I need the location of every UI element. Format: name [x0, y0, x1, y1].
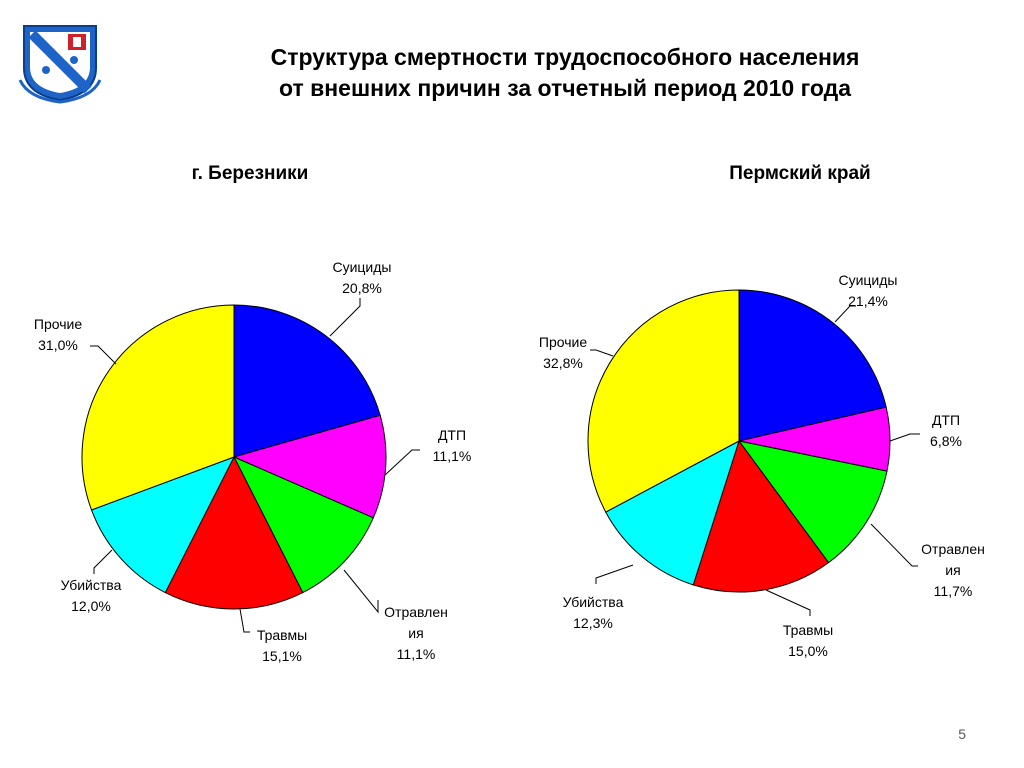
slice-value-label: 15,1%	[262, 648, 302, 664]
slice-label: Отравлен ия 11,7%	[921, 541, 985, 599]
pie-slice-road-accidents	[232, 414, 387, 519]
leader-line	[590, 349, 614, 357]
pie-slice-other	[81, 304, 235, 511]
slice-label: Прочие 31,0%	[34, 316, 82, 353]
pie-slice-suicides	[233, 304, 381, 458]
leader-line	[343, 569, 379, 614]
leader-line	[384, 449, 420, 476]
coat-of-arms-logo	[18, 25, 102, 104]
leader-line	[90, 345, 117, 365]
leader-line	[889, 433, 920, 442]
slice-category-label: ия	[945, 562, 960, 578]
leader-line	[834, 305, 856, 323]
slice-label: Суициды 20,8%	[332, 259, 391, 296]
slice-category-label: Отравлен	[384, 604, 448, 620]
slice-label: Травмы 15,0%	[783, 622, 833, 659]
slice-value-label: 11,1%	[397, 646, 436, 662]
slice-value-label: 32,8%	[543, 355, 583, 371]
leader-line	[93, 549, 113, 574]
slice-value-label: 15,0%	[788, 643, 828, 659]
slice-value-label: 11,1%	[433, 448, 472, 464]
leader-line	[595, 564, 634, 584]
slice-category-label: Суициды	[332, 259, 391, 275]
chart-title-berezniki: г. Березники	[191, 163, 309, 184]
title-line-2: от внешних причин за отчетный период 201…	[279, 75, 851, 101]
page-number: 5	[958, 726, 966, 742]
pie-slice-homicides	[90, 456, 236, 594]
slice-label: Суициды 21,4%	[838, 272, 897, 309]
leader-line	[239, 608, 250, 633]
slice-category-label: Суициды	[838, 272, 897, 288]
slice-category-label: Убийства	[563, 594, 624, 610]
slice-value-label: 21,4%	[848, 293, 888, 309]
title-line-1: Структура смертности трудоспособного нас…	[270, 44, 860, 70]
chart-title-perm-krai: Пермский край	[729, 163, 871, 184]
slice-category-label: Травмы	[783, 622, 833, 638]
pie-slice-poisonings	[232, 455, 374, 594]
slice-value-label: 31,0%	[38, 337, 78, 353]
pie-slice-suicides	[738, 289, 887, 442]
slice-category-label: ДТП	[932, 412, 960, 428]
slice-label: Отравлен ия 11,1%	[384, 604, 448, 662]
slice-value-label: 11,7%	[934, 583, 973, 599]
slice-category-label: Травмы	[257, 627, 307, 643]
slice-label: Убийства 12,3%	[563, 594, 624, 631]
slice-category-label: Прочие	[34, 316, 82, 332]
leader-line	[765, 589, 811, 616]
leader-line	[329, 298, 361, 337]
leader-line	[870, 523, 918, 567]
slice-value-label: 6,8%	[930, 433, 962, 449]
slice-category-label: Убийства	[61, 577, 122, 593]
slice-value-label: 20,8%	[342, 280, 382, 296]
slice-category-label: ДТП	[438, 427, 466, 443]
slice-category-label: Прочие	[539, 334, 587, 350]
slide-title: Структура смертности трудоспособного нас…	[180, 42, 950, 104]
pie-slice-injuries	[164, 455, 304, 610]
slice-value-label: 12,3%	[573, 615, 613, 631]
slice-label: ДТП 11,1%	[433, 427, 472, 464]
slice-label: Травмы 15,1%	[257, 627, 307, 664]
slice-label: Прочие 32,8%	[539, 334, 587, 371]
slice-value-label: 12,0%	[71, 598, 111, 614]
slice-label: ДТП 6,8%	[930, 412, 962, 449]
slice-label: Убийства 12,0%	[61, 577, 122, 614]
slice-category-label: ия	[408, 625, 423, 641]
pie-slice-other	[587, 289, 740, 513]
pie-slice-homicides	[605, 439, 740, 586]
pie-slice-poisonings	[737, 440, 888, 564]
slice-category-label: Отравлен	[921, 541, 985, 557]
